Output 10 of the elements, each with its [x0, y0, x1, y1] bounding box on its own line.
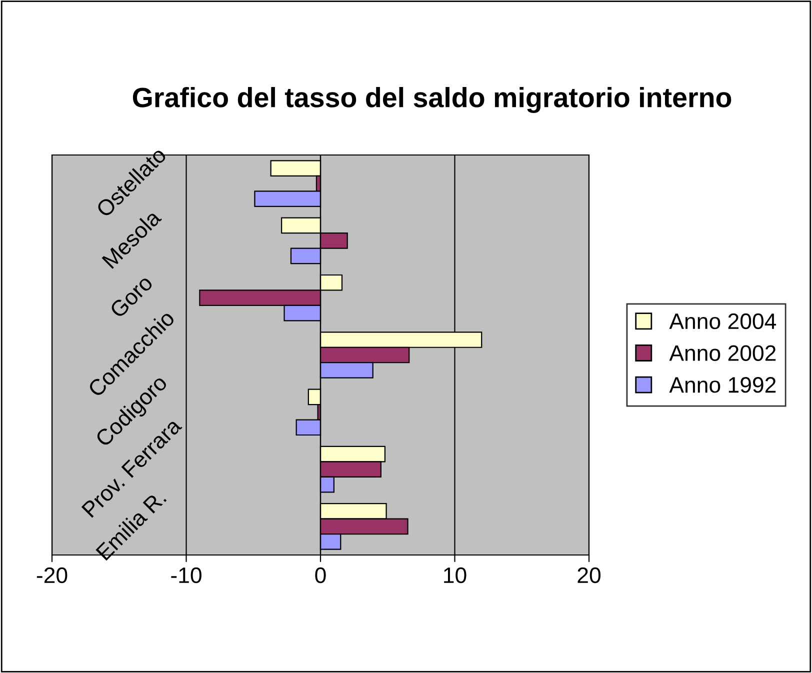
legend-label: Anno 1992 [669, 377, 776, 393]
chart-title: Grafico del tasso del saldo migratorio interno [132, 86, 732, 114]
x-tick-label: -10 [171, 567, 202, 584]
x-tick-label: 20 [578, 567, 600, 584]
legend-label: Anno 2002 [669, 345, 776, 361]
legend-label: Anno 2004 [669, 313, 776, 330]
x-tick-label: -20 [36, 567, 68, 584]
x-tick-label: 0 [315, 567, 326, 584]
x-tick-label: 10 [444, 567, 466, 584]
y-tick-label: Goro [108, 274, 154, 319]
